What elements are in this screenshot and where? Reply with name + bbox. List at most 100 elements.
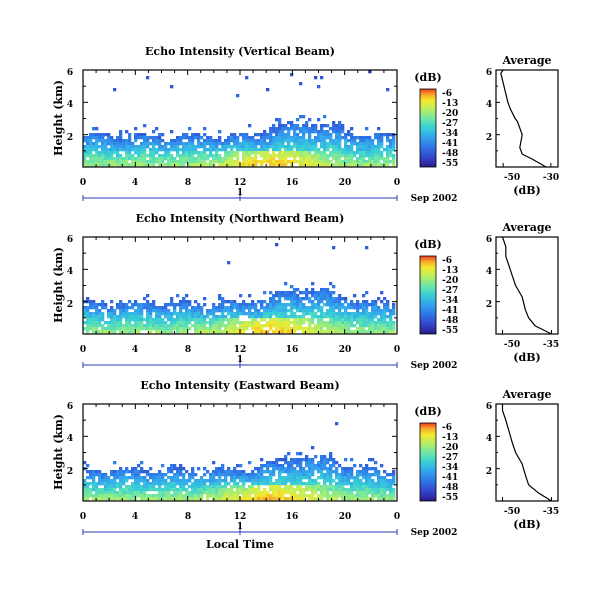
heatmap-cell [359,330,363,334]
heatmap-cell [293,139,297,143]
heatmap-cell [218,321,222,325]
heatmap-cell [344,160,348,164]
heatmap-cell [284,139,288,143]
heatmap-cell [185,306,189,310]
heatmap-cell [392,309,396,313]
heatmap-cell [188,494,192,498]
heatmap-cell [317,488,321,492]
heatmap-cell [287,154,291,158]
heatmap-cell [323,312,327,316]
heatmap-cell [371,485,375,489]
heatmap-cell [311,306,315,310]
heatmap-cell [92,154,96,158]
heatmap-cell [98,324,102,328]
heatmap-cell [200,315,204,319]
heatmap-cell [188,148,192,152]
heatmap-cell [251,473,255,477]
heatmap-cell [314,303,318,307]
heatmap-cell [176,494,180,498]
heatmap-cell [140,479,144,483]
heatmap-cell [107,136,111,140]
heatmap-cell [83,461,87,465]
heatmap-cell [185,294,189,298]
heatmap-cell [362,476,366,480]
heatmap-cell [374,470,378,474]
heatmap-cell [254,473,258,477]
heatmap-cell [110,145,114,149]
heatmap-cell [233,476,237,480]
heatmap-cell [170,312,174,316]
heatmap-cell [242,309,246,313]
heatmap-cell [128,306,132,310]
heatmap-cell [182,321,186,325]
colorbar-tick-label: -41 [442,139,458,149]
heatmap-cell [374,145,378,149]
y-tick-4: 4 [67,434,73,444]
heatmap-cell [155,488,159,492]
heatmap-cell [296,154,300,158]
heatmap-cell [392,321,396,325]
heatmap-cell [173,464,177,468]
heatmap-cell [368,479,372,483]
heatmap-cell [263,479,267,483]
heatmap-cell [137,151,141,155]
heatmap-cell [317,118,321,122]
heatmap-cell [329,458,333,462]
heatmap-cell [176,327,180,331]
heatmap-cell [212,321,216,325]
heatmap-cell [194,315,198,319]
heatmap-cell [272,467,276,471]
heatmap-cell [230,327,234,331]
heatmap-cell [272,491,276,495]
heatmap-cell [239,312,243,316]
heatmap-cell [278,291,282,295]
heatmap-cell [188,303,192,307]
heatmap-cell [266,157,270,161]
heatmap-cell [125,312,129,316]
heatmap-cell [245,133,249,137]
heatmap-cell [236,148,240,152]
heatmap-cell [143,479,147,483]
heatmap-cell [113,148,117,152]
heatmap-cell [269,461,273,465]
heatmap-cell [329,473,333,477]
heatmap-cell [341,312,345,316]
heatmap-cell [86,154,90,158]
heatmap-cell [362,467,366,471]
heatmap-cell [323,303,327,307]
heatmap-cell [341,127,345,131]
heatmap-cell [290,473,294,477]
heatmap-cell [311,291,315,295]
heatmap-cell [341,482,345,486]
heatmap-cell [200,482,204,486]
heatmap-cell [341,479,345,483]
heatmap-cell [377,127,381,131]
heatmap-cell [290,467,294,471]
heatmap-cell [335,312,339,316]
heatmap-cell [290,327,294,331]
heatmap-cell [308,136,312,140]
heatmap-cell [350,467,354,471]
heatmap-cell [182,157,186,161]
heatmap-cell [113,476,117,480]
heatmap-cell [119,479,123,483]
heatmap-cell [302,136,306,140]
heatmap-cell [224,163,228,167]
heatmap-cell [290,160,294,164]
heatmap-cell [230,148,234,152]
heatmap-cell [263,151,267,155]
heatmap-cell [107,160,111,164]
heatmap-cell [200,306,204,310]
heatmap-cell [224,157,228,161]
heatmap-cell [281,151,285,155]
heatmap-cell [308,127,312,131]
heatmap-cell [365,163,369,167]
heatmap-cell [356,312,360,316]
heatmap-cell [305,494,309,498]
heatmap-cell [128,157,132,161]
heatmap-cell [125,470,129,474]
x-tick: 20 [339,178,352,188]
heatmap-cell [197,318,201,322]
heatmap-cell [245,312,249,316]
heatmap-cell [140,312,144,316]
